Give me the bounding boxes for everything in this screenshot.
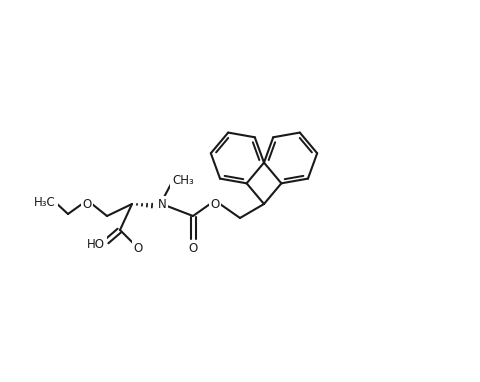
Text: O: O — [188, 241, 198, 254]
Text: HO: HO — [87, 238, 105, 251]
Text: CH₃: CH₃ — [172, 173, 194, 186]
Text: O: O — [133, 241, 143, 254]
Text: H₃C: H₃C — [34, 196, 56, 209]
Text: O: O — [83, 197, 92, 210]
Text: O: O — [210, 197, 220, 210]
Text: N: N — [157, 197, 167, 210]
